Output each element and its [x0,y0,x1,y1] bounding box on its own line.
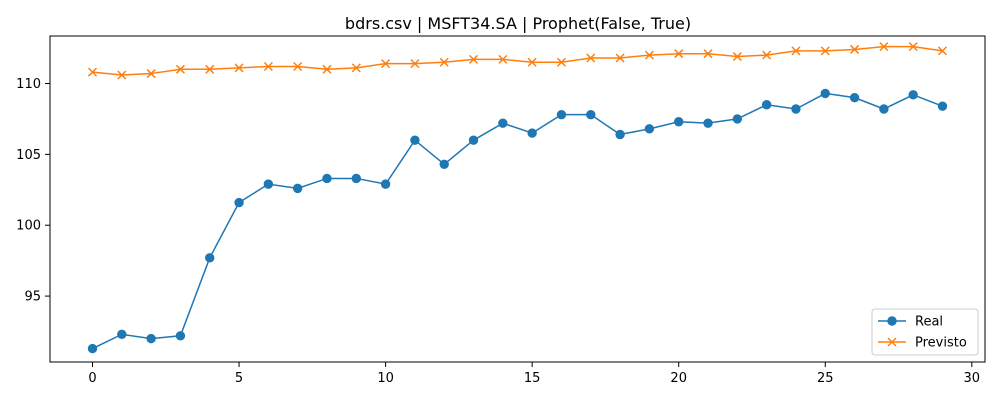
x-tick-label: 20 [670,371,687,386]
data-point-real [703,118,713,128]
data-point-real [292,183,303,194]
data-point-previsto [879,42,889,52]
data-point-previsto [908,42,918,52]
series-line-previsto [92,45,943,76]
data-point-real [791,104,801,114]
y-tick-label: 105 [16,148,41,163]
legend-label-real: Real [915,315,943,330]
data-point-real [820,88,830,99]
data-point-previsto [791,46,801,56]
data-point-previsto [556,57,566,67]
data-point-real [527,128,537,138]
data-point-previsto [175,64,185,74]
data-point-real [410,135,420,145]
data-point-previsto [674,49,684,59]
data-point-real [849,92,860,103]
data-point-previsto [820,46,830,56]
data-point-previsto [469,54,479,64]
series-line-real [92,92,943,350]
data-point-previsto [410,59,420,69]
x-tick-label: 30 [964,371,981,386]
data-point-real [674,117,684,127]
data-point-previsto [615,53,625,63]
data-point-previsto [439,57,449,67]
y-axis: 95 100 105 110 [16,77,50,305]
data-point-previsto [205,64,215,74]
data-point-previsto [586,53,596,63]
data-point-real [644,124,655,134]
data-point-previsto [527,57,537,67]
data-point-previsto [117,70,127,80]
data-point-previsto [351,63,361,73]
data-point-real [937,101,948,111]
chart-title: bdrs.csv | MSFT34.SA | Prophet(False, Tr… [345,14,691,33]
data-point-real [468,135,479,145]
x-tick-label: 10 [377,371,394,386]
data-point-previsto [644,50,654,60]
data-point-previsto [381,59,391,69]
y-tick-label: 95 [24,290,41,305]
data-point-real [498,118,508,128]
data-point-real [263,179,274,189]
data-point-previsto [146,69,156,79]
axes-frame [49,35,986,363]
y-tick-label: 110 [16,77,41,92]
data-point-previsto [762,50,772,60]
data-point-previsto [498,54,508,64]
x-tick-label: 15 [524,371,541,386]
data-point-previsto [850,44,860,54]
legend: Real Previsto [871,308,979,356]
plot-area [87,42,948,354]
data-point-real [234,197,244,208]
legend-label-previsto: Previsto [915,336,967,351]
x-tick-label: 5 [235,371,243,386]
data-point-real [87,343,98,354]
x-axis: 0 5 10 15 20 25 30 [88,362,980,386]
data-point-real [556,109,567,120]
data-point-real [146,333,156,344]
x-tick-label: 0 [88,371,96,386]
data-point-real [586,109,596,120]
data-point-real [117,329,127,340]
data-point-real [615,129,625,140]
x-tick-label: 25 [817,371,834,386]
data-point-real [175,331,186,341]
data-point-real [351,173,361,184]
data-point-previsto [322,64,332,74]
data-point-previsto [937,46,948,56]
data-point-real [908,90,918,100]
series-previsto [87,42,948,80]
data-point-previsto [293,61,303,72]
data-point-real [205,253,215,263]
data-point-real [322,173,332,184]
y-tick-label: 100 [16,219,41,234]
data-point-real [439,159,449,169]
data-point-real [732,114,743,124]
data-point-previsto [703,49,713,59]
data-point-previsto [732,52,742,62]
data-point-real [761,100,772,110]
data-point-real [879,104,889,114]
series-real [87,88,948,354]
data-point-previsto [87,67,98,77]
data-point-previsto [234,63,244,73]
data-point-real [380,179,391,189]
legend-marker-real [887,316,897,326]
legend-marker-previsto [887,337,897,347]
data-point-previsto [263,61,273,72]
